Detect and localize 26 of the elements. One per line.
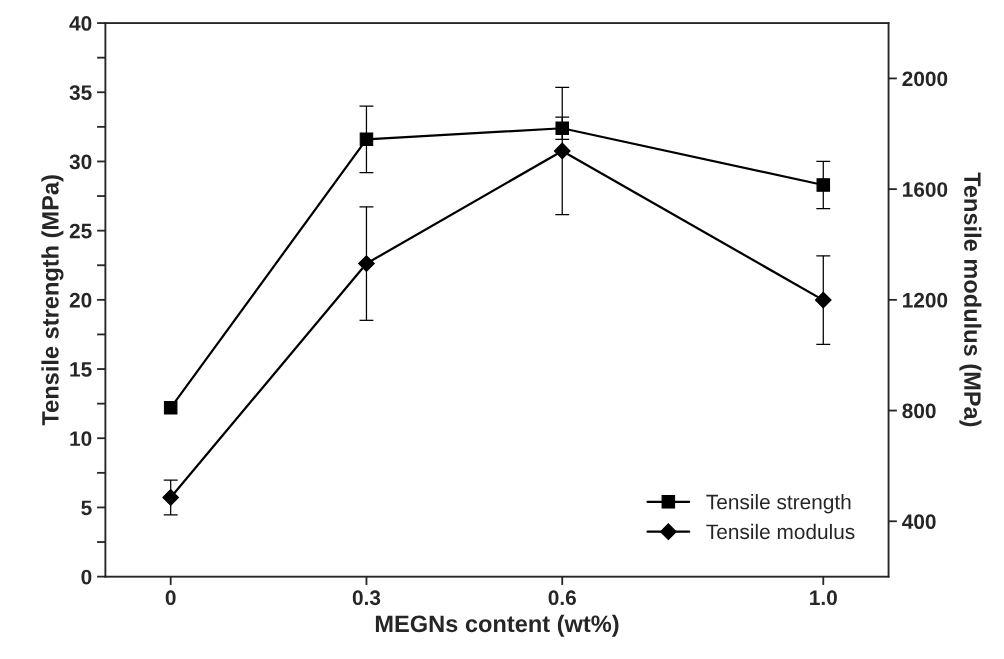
y-tick-label: 20 [69,292,92,308]
y-tick-label: 30 [69,154,92,170]
y2-tick-label: 400 [902,514,936,530]
legend-label: Tensile modulus [706,523,855,540]
y-tick-label: 5 [81,500,92,516]
x-tick-label: 0.6 [548,590,576,606]
y-axis-title: Tensile strength (MPa) [41,175,64,426]
y2-tick-label: 1200 [903,292,948,308]
x-tick-label: 0 [165,590,176,606]
y2-tick-label: 800 [902,403,936,419]
x-tick-label: 1.0 [810,590,837,606]
x-axis-title: MEGNs content (wt%) [375,614,619,637]
y-tick-label: 25 [69,223,92,239]
point [816,178,831,192]
y-tick-label: 35 [69,85,92,101]
point [555,121,570,136]
y-tick-label: 0 [81,569,92,585]
y-tick-label: 40 [69,16,92,31]
point [163,401,178,415]
x-tick-label: 0.3 [352,590,381,606]
legend-label: Tensile strength [706,494,851,514]
y-tick-label: 10 [70,431,92,446]
y2-tick-label: 1600 [903,182,948,197]
y2-tick-label: 2000 [902,71,948,87]
y2-axis-title: Tensile modulus (MPa) [959,172,982,427]
y-tick-label: 15 [70,362,92,377]
